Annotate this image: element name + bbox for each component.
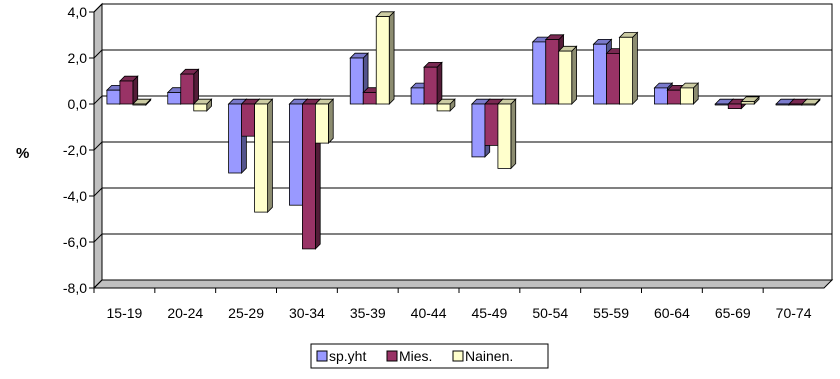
legend-item: Mies.	[386, 348, 432, 364]
gridline-side	[93, 95, 103, 105]
bar	[679, 82, 700, 105]
legend-label: Nainen.	[465, 348, 513, 364]
bar	[375, 10, 396, 105]
bar	[801, 98, 821, 106]
x-tick-label: 70-74	[776, 305, 812, 321]
bar	[131, 98, 152, 106]
x-tick-label: 35-39	[350, 305, 386, 321]
floor	[92, 279, 834, 289]
y-axis-title: %	[16, 145, 29, 162]
bar	[118, 75, 139, 105]
x-tick-labels: 15-19 20-24 25-29 30-34 35-39 40-44 45-49 50-54…	[93, 288, 812, 321]
gridline-side	[93, 49, 103, 59]
legend-item: Nainen.	[452, 348, 513, 364]
x-tick-label: 20-24	[167, 305, 203, 321]
x-tick-label: 25-29	[228, 305, 264, 321]
y-tick-labels: 4,0 2,0 0,0 -2,0 -4,0 -6,0 -8,0	[63, 4, 87, 296]
legend-swatch	[452, 350, 464, 362]
legend-item: sp.yht	[316, 348, 366, 364]
x-tick-label: 15-19	[107, 305, 143, 321]
x-tick-label: 65-69	[715, 305, 751, 321]
bar	[436, 98, 456, 112]
bar	[253, 98, 274, 214]
x-tick-label: 40-44	[411, 305, 447, 321]
x-tick-label: 45-49	[472, 305, 508, 321]
y-tick-label: -8,0	[63, 280, 87, 296]
legend-label: sp.yht	[329, 348, 366, 364]
bar	[557, 45, 578, 105]
legend-swatch	[386, 350, 398, 362]
bar	[423, 61, 443, 105]
gridlines	[89, 3, 832, 289]
y-tick-label: -6,0	[63, 234, 87, 250]
gridline-side	[93, 3, 103, 13]
bar	[496, 98, 517, 170]
y-tick-label: -2,0	[63, 142, 87, 158]
gridline-side	[93, 279, 103, 289]
y-tick-label: 0,0	[68, 96, 88, 112]
y-tick-label: 2,0	[68, 50, 88, 66]
plot-walls	[92, 2, 834, 290]
bar	[618, 31, 639, 105]
gridline-side	[93, 141, 103, 151]
bar	[192, 98, 213, 112]
bar	[314, 98, 335, 145]
y-tick-label: -4,0	[63, 188, 87, 204]
legend: sp.yht Mies. Nainen.	[310, 343, 549, 369]
y-tick-label: 4,0	[68, 4, 88, 20]
x-tick-label: 55-59	[593, 305, 629, 321]
bars	[105, 10, 821, 250]
bar	[179, 68, 200, 105]
legend-box	[310, 343, 549, 369]
gridline-side	[93, 187, 103, 197]
bar	[740, 95, 761, 105]
x-tick-label: 60-64	[654, 305, 690, 321]
legend-swatch	[316, 350, 328, 362]
legend-label: Mies.	[399, 348, 432, 364]
x-tick-label: 50-54	[532, 305, 568, 321]
x-tick-label: 30-34	[289, 305, 325, 321]
gridline-side	[93, 233, 103, 243]
